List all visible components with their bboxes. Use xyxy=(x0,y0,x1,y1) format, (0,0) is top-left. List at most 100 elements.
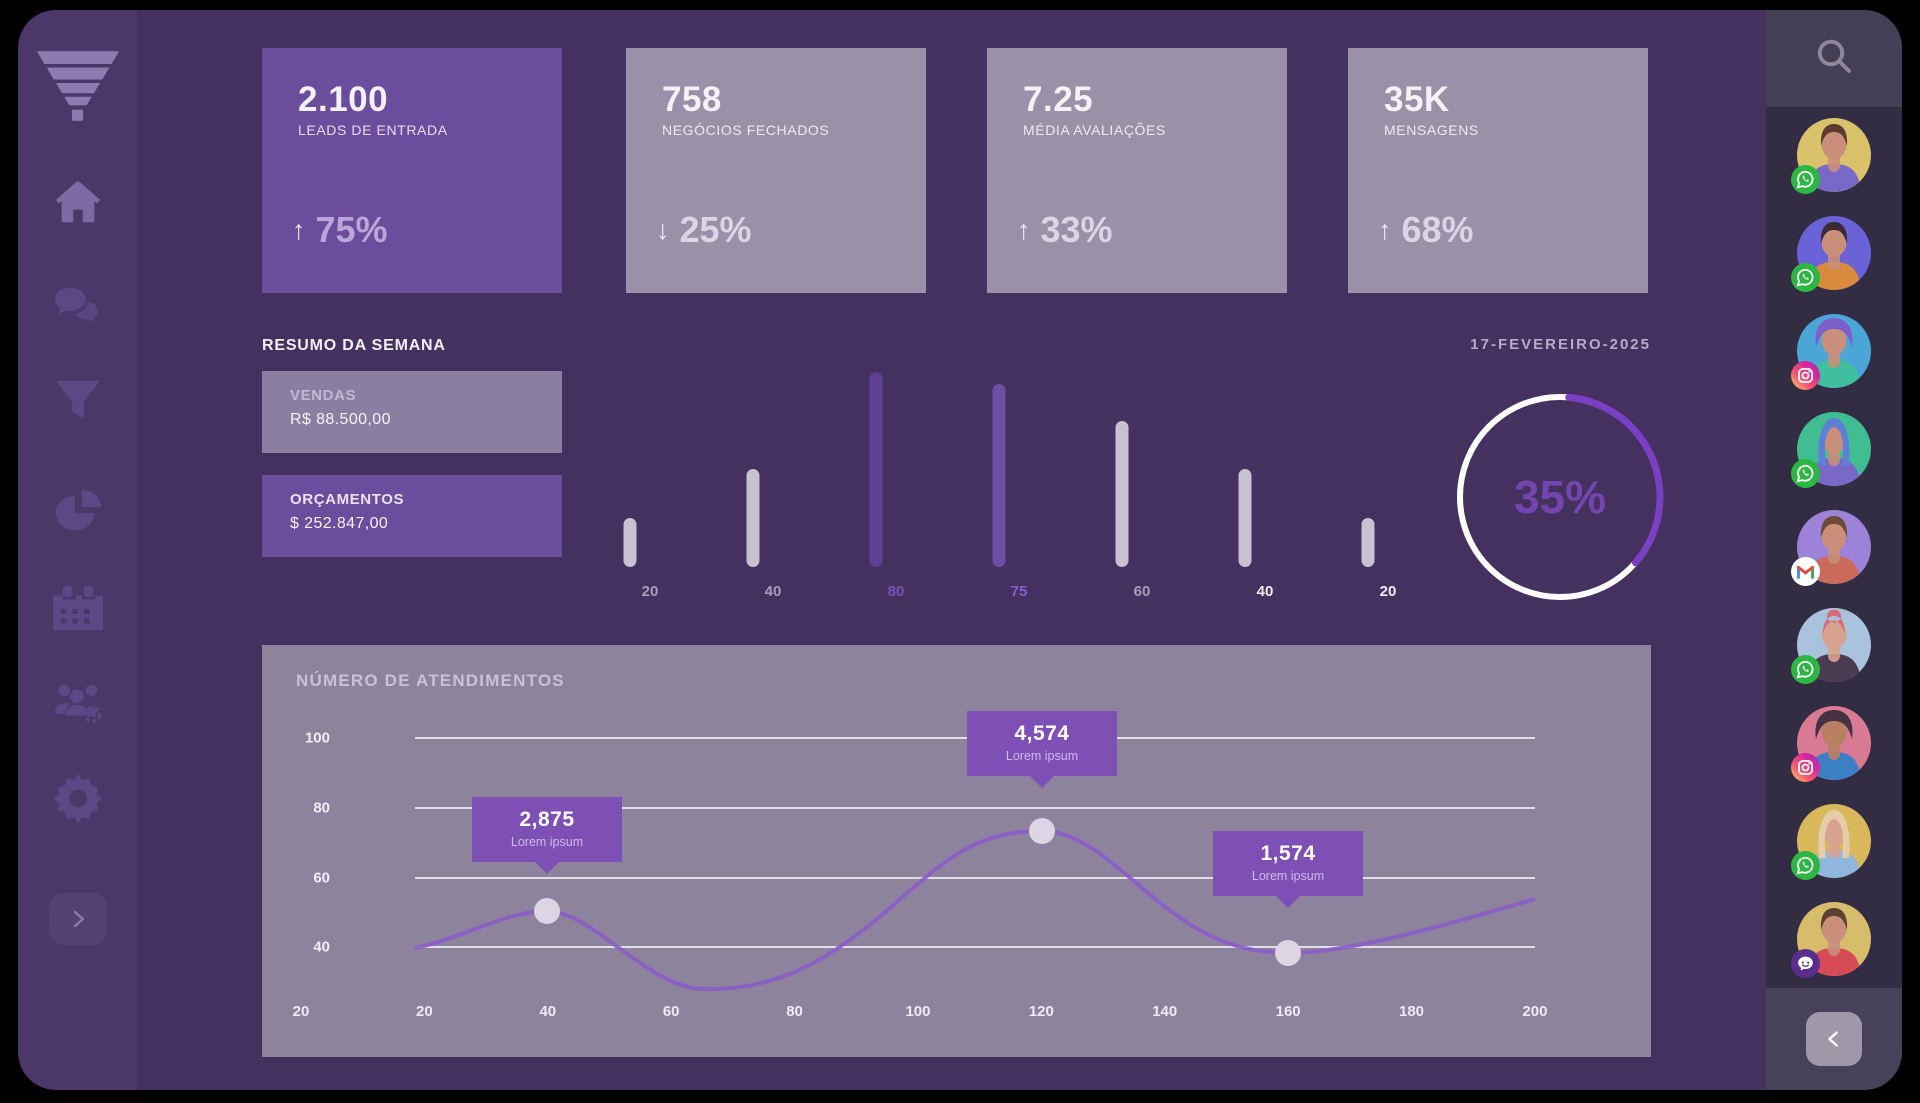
bar-column: 40 xyxy=(1225,360,1273,600)
tooltip-sublabel: Lorem ipsum xyxy=(510,835,584,849)
y-axis-label: 80 xyxy=(313,799,330,817)
trend-up-arrow-icon: ↑ xyxy=(1378,214,1392,245)
bar[interactable] xyxy=(992,384,1006,567)
percent-gauge: 35% xyxy=(1450,387,1670,607)
panel-title: NÚMERO DE ATENDIMENTOS xyxy=(296,671,565,690)
tooltip-value: 2,875 xyxy=(519,808,575,831)
bar-column: 20 xyxy=(1348,360,1396,600)
bar-value-label: 40 xyxy=(764,583,782,600)
tooltip-sublabel: Lorem ipsum xyxy=(1251,869,1325,883)
y-axis-label: 100 xyxy=(304,729,330,747)
contact-list xyxy=(1766,118,1902,978)
tooltip-4574: 4,574 Lorem ipsum xyxy=(967,711,1117,788)
trend-value: 25% xyxy=(679,209,752,250)
stat-card-negocios: 758 NEGÓCIOS FECHADOS ↓ 25% xyxy=(626,48,926,293)
bar-column: 20 xyxy=(610,360,658,600)
instagram-badge-icon xyxy=(1791,753,1820,782)
tooltip-value: 4,574 xyxy=(1014,722,1070,745)
home-icon[interactable] xyxy=(51,174,105,228)
whatsapp-badge-icon xyxy=(1791,851,1820,880)
trend-up-arrow-icon: ↑ xyxy=(292,214,306,245)
stat-label: MENSAGENS xyxy=(1384,122,1479,138)
gridline xyxy=(415,946,1535,948)
date-label: 17-FEVEREIRO-2025 xyxy=(1470,336,1651,353)
contact-avatar[interactable] xyxy=(1791,804,1871,880)
vendas-label: VENDAS xyxy=(290,387,357,404)
stat-card-avaliacoes: 7.25 MÉDIA AVALIAÇÕES ↑ 33% xyxy=(987,48,1287,293)
trend-down-arrow-icon: ↓ xyxy=(656,214,670,245)
data-point[interactable] xyxy=(1275,940,1301,966)
orcamentos-value: $ 252.847,00 xyxy=(290,515,389,532)
collapse-button[interactable] xyxy=(1806,1012,1862,1066)
bar-value-label: 75 xyxy=(1010,583,1028,600)
stat-value: 35K xyxy=(1384,80,1450,119)
stat-value: 7.25 xyxy=(1023,80,1094,119)
trend-value: 68% xyxy=(1401,209,1474,250)
bar[interactable] xyxy=(623,518,637,567)
whatsapp-badge-icon xyxy=(1791,165,1820,194)
whatsapp-badge-icon xyxy=(1791,655,1820,684)
x-axis-labels: 20 20 40 60 80 100 120 140 160 180 200 xyxy=(292,1003,1548,1020)
bar[interactable] xyxy=(869,372,883,567)
stat-value: 2.100 xyxy=(298,80,389,119)
instagram-badge-icon xyxy=(1791,361,1820,390)
contact-avatar[interactable] xyxy=(1791,608,1871,684)
stat-label: LEADS DE ENTRADA xyxy=(298,122,448,138)
data-point[interactable] xyxy=(1029,818,1055,844)
tooltip-2875: 2,875 Lorem ipsum xyxy=(472,797,622,874)
y-axis-label: 60 xyxy=(313,869,330,887)
bar-value-label: 20 xyxy=(641,583,659,600)
tooltip-sublabel: Lorem ipsum xyxy=(1005,749,1079,763)
vendas-value: R$ 88.500,00 xyxy=(290,411,391,428)
stat-card-mensagens: 35K MENSAGENS ↑ 68% xyxy=(1348,48,1648,293)
pie-chart-icon[interactable] xyxy=(51,485,105,539)
contact-avatar[interactable] xyxy=(1791,118,1871,194)
bar[interactable] xyxy=(1238,469,1252,567)
data-point[interactable] xyxy=(534,898,560,924)
bar-value-label: 40 xyxy=(1256,583,1274,600)
gauge-percent-label: 35% xyxy=(1513,471,1607,523)
stat-value: 758 xyxy=(662,80,722,119)
contact-avatar[interactable] xyxy=(1791,902,1871,978)
chat-icon[interactable] xyxy=(51,280,105,334)
orcamentos-card: ORÇAMENTOS $ 252.847,00 xyxy=(262,475,562,557)
bar-column: 40 xyxy=(733,360,781,600)
whatsapp-badge-icon xyxy=(1791,459,1820,488)
contact-avatar[interactable] xyxy=(1791,706,1871,782)
sidebar-expand-button[interactable] xyxy=(48,893,107,945)
stat-label: NEGÓCIOS FECHADOS xyxy=(662,122,830,138)
trend-up-arrow-icon: ↑ xyxy=(1017,214,1031,245)
bar[interactable] xyxy=(1361,518,1375,567)
trend-value: 75% xyxy=(315,209,388,250)
contact-avatar[interactable] xyxy=(1791,216,1871,292)
stat-card-leads: 2.100 LEADS DE ENTRADA ↑ 75% xyxy=(262,48,562,293)
bar-column: 60 xyxy=(1102,360,1150,600)
calendar-icon[interactable] xyxy=(51,582,105,636)
whatsapp-badge-icon xyxy=(1791,263,1820,292)
tooltip-value: 1,574 xyxy=(1260,842,1316,865)
week-summary-title: RESUMO DA SEMANA xyxy=(262,337,446,354)
contact-avatar[interactable] xyxy=(1791,412,1871,488)
vendas-card: VENDAS R$ 88.500,00 xyxy=(262,371,562,453)
filter-icon[interactable] xyxy=(51,374,105,428)
orcamentos-label: ORÇAMENTOS xyxy=(290,491,405,508)
funnel-logo-icon xyxy=(35,46,121,138)
atendimentos-panel: NÚMERO DE ATENDIMENTOS 100 80 60 40 2,87… xyxy=(262,645,1651,1057)
team-settings-icon[interactable] xyxy=(51,675,105,729)
bar-value-label: 20 xyxy=(1379,583,1397,600)
contact-avatar[interactable] xyxy=(1791,510,1871,586)
bar[interactable] xyxy=(746,469,760,567)
left-sidebar xyxy=(18,10,137,1090)
contact-avatar[interactable] xyxy=(1791,314,1871,390)
settings-icon[interactable] xyxy=(51,771,105,825)
bar[interactable] xyxy=(1115,421,1129,567)
stat-label: MÉDIA AVALIAÇÕES xyxy=(1023,122,1166,138)
main-content: 2.100 LEADS DE ENTRADA ↑ 75% 758 NEGÓCIOS… xyxy=(137,10,1766,1090)
search-icon[interactable] xyxy=(1813,35,1855,82)
trend-value: 33% xyxy=(1040,209,1113,250)
bar-value-label: 60 xyxy=(1133,583,1151,600)
bar-column: 75 xyxy=(979,360,1027,600)
gridline xyxy=(415,807,1535,809)
gmail-badge-icon xyxy=(1791,557,1820,586)
